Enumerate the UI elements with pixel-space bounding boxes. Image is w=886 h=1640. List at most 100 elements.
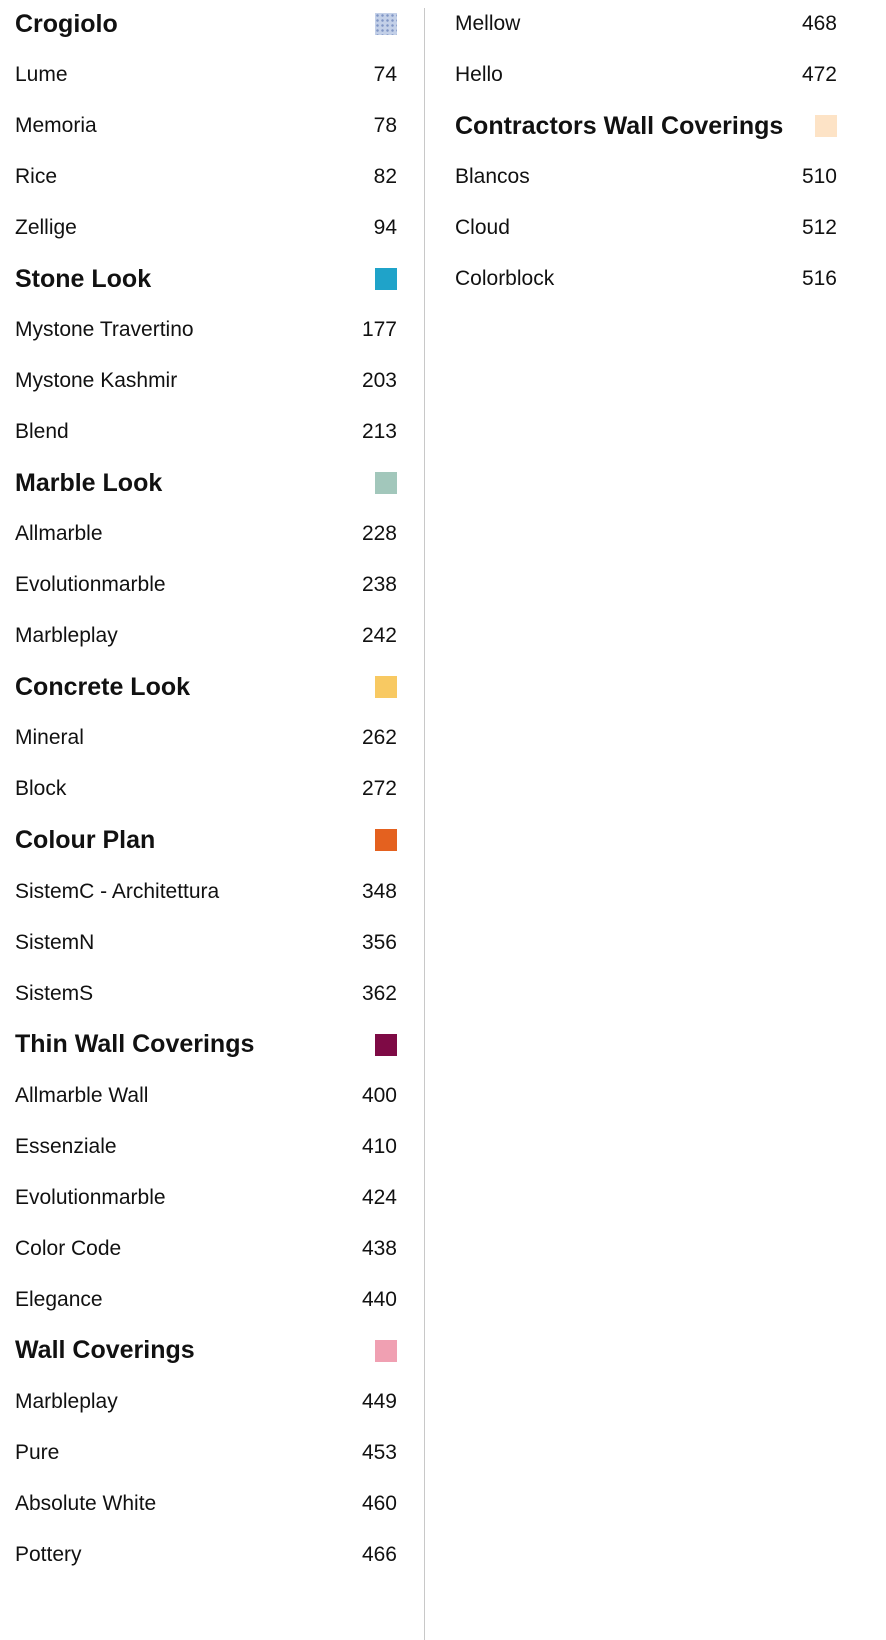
entry-name: Mystone Travertino [15, 318, 194, 342]
entry-page: 74 [373, 63, 397, 87]
entry-name: Evolutionmarble [15, 573, 166, 597]
index-entry: Blancos 510 [455, 162, 837, 192]
entry-name: Color Code [15, 1236, 122, 1260]
index-entry: Hello 472 [455, 60, 837, 90]
entry-page: 242 [361, 624, 397, 648]
entry-name: Marbleplay [15, 1389, 118, 1413]
section-heading: Colour Plan [15, 825, 397, 855]
entry-name: Evolutionmarble [15, 1185, 166, 1209]
section-heading: Concrete Look [15, 672, 397, 702]
index-entry: Essenziale 410 [15, 1132, 397, 1162]
section-title: Crogiolo [15, 9, 118, 38]
entry-page: 460 [361, 1491, 397, 1515]
section-swatch [375, 1339, 397, 1362]
entry-page: 356 [361, 930, 397, 954]
section-title: Marble Look [15, 468, 163, 497]
section-heading: Crogiolo [15, 9, 397, 39]
entry-name: Allmarble Wall [15, 1083, 149, 1107]
entry-page: 262 [361, 726, 397, 750]
section-title: Thin Wall Coverings [15, 1030, 255, 1059]
entry-name: Colorblock [455, 267, 555, 291]
entry-name: Essenziale [15, 1134, 117, 1158]
entry-name: Absolute White [15, 1491, 157, 1515]
index-entry: SistemC - Architettura 348 [15, 877, 397, 907]
index-entry: Blend 213 [15, 417, 397, 447]
entry-page: 468 [801, 12, 837, 35]
entry-page: 449 [361, 1389, 397, 1413]
index-entry: Mystone Kashmir 203 [15, 366, 397, 396]
section-heading: Stone Look [15, 264, 397, 294]
entry-page: 362 [361, 981, 397, 1005]
entry-page: 438 [361, 1236, 397, 1260]
entry-page: 400 [361, 1083, 397, 1107]
entry-page: 466 [361, 1542, 397, 1566]
index-entry: Lume 74 [15, 60, 397, 90]
entry-name: Mineral [15, 726, 84, 750]
entry-page: 82 [373, 165, 397, 189]
section-title: Contractors Wall Coverings [455, 111, 784, 140]
entry-name: Mellow [455, 12, 521, 35]
section-swatch [375, 676, 397, 699]
index-entry: Color Code 438 [15, 1234, 397, 1264]
entry-name: Hello [455, 63, 503, 87]
entry-page: 516 [801, 267, 837, 291]
section-title: Stone Look [15, 264, 152, 293]
index-entry: Allmarble Wall 400 [15, 1081, 397, 1111]
index-entry: Evolutionmarble 424 [15, 1183, 397, 1213]
entry-page: 177 [361, 318, 397, 342]
entry-page: 94 [373, 216, 397, 240]
entry-name: Blancos [455, 165, 530, 189]
entry-page: 238 [361, 573, 397, 597]
entry-name: Block [15, 777, 67, 801]
entry-page: 272 [361, 777, 397, 801]
section-swatch [815, 115, 837, 138]
index-entry: Mystone Travertino 177 [15, 315, 397, 345]
entry-page: 472 [801, 63, 837, 87]
entry-name: Elegance [15, 1287, 103, 1311]
index-entry: Pure 453 [15, 1438, 397, 1468]
section-title: Wall Coverings [15, 1336, 195, 1365]
index-entry: Mellow 468 [455, 9, 837, 39]
section-swatch [375, 829, 397, 852]
section-swatch [375, 13, 397, 35]
entry-page: 453 [361, 1440, 397, 1464]
entry-page: 512 [801, 216, 837, 240]
entry-page: 424 [361, 1185, 397, 1209]
index-entry: Memoria 78 [15, 111, 397, 141]
entry-name: Pottery [15, 1542, 82, 1566]
section-heading: Marble Look [15, 468, 397, 498]
section-heading: Contractors Wall Coverings [455, 111, 837, 141]
entry-name: Rice [15, 165, 58, 189]
entry-page: 440 [361, 1287, 397, 1311]
entry-name: Blend [15, 420, 69, 444]
entry-page: 348 [361, 879, 397, 903]
entry-page: 203 [361, 369, 397, 393]
index-entry: Absolute White 460 [15, 1489, 397, 1519]
index-entry: Evolutionmarble 238 [15, 570, 397, 600]
index-entry: Colorblock 516 [455, 264, 837, 294]
section-swatch [375, 268, 397, 291]
entry-name: Lume [15, 63, 68, 87]
column-divider [424, 8, 425, 1640]
index-entry: Marbleplay 242 [15, 621, 397, 651]
entry-page: 228 [361, 522, 397, 546]
section-heading: Thin Wall Coverings [15, 1030, 397, 1060]
index-entry: SistemN 356 [15, 928, 397, 958]
index-entry: Pottery 466 [15, 1540, 397, 1570]
entry-page: 510 [801, 165, 837, 189]
section-heading: Wall Coverings [15, 1336, 397, 1366]
index-entry: Block 272 [15, 774, 397, 804]
index-entry: Elegance 440 [15, 1285, 397, 1315]
entry-name: Cloud [455, 216, 510, 240]
index-entry: Rice 82 [15, 162, 397, 192]
section-swatch [375, 472, 397, 495]
entry-page: 410 [361, 1134, 397, 1158]
entry-name: Pure [15, 1440, 60, 1464]
entry-page: 213 [361, 420, 397, 444]
index-entry: SistemS 362 [15, 979, 397, 1009]
entry-name: Zellige [15, 216, 77, 240]
index-entry: Allmarble 228 [15, 519, 397, 549]
entry-name: Memoria [15, 114, 97, 138]
entry-name: Marbleplay [15, 624, 118, 648]
